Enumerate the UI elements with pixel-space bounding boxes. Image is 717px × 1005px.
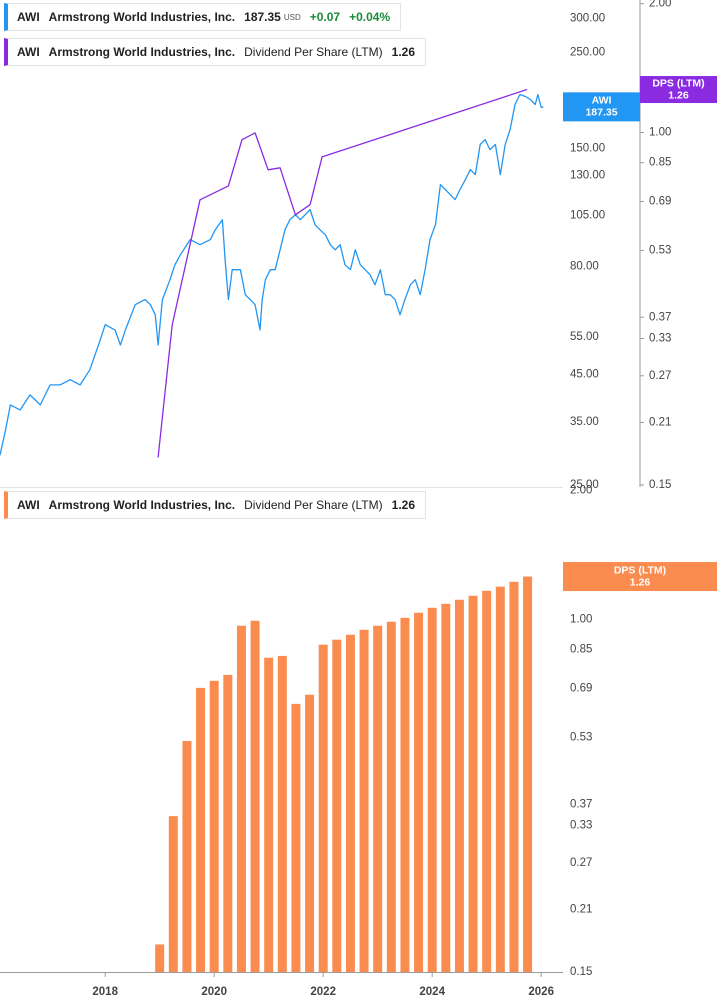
bar <box>523 576 533 972</box>
y-tick-label: 0.85 <box>649 157 671 169</box>
y-tick-label: 105.00 <box>570 210 605 222</box>
value-tag <box>640 76 717 104</box>
legend-ticker: AWI <box>17 45 40 59</box>
y-tick-label: 300.00 <box>570 12 605 24</box>
bar <box>386 621 396 972</box>
y-tick-label: 0.85 <box>570 644 592 656</box>
y-tick-label: 0.27 <box>570 857 592 869</box>
legend-value: 1.26 <box>391 498 415 512</box>
y-tick-label: 1.00 <box>570 614 592 626</box>
y-tick-label: 2.00 <box>570 485 592 497</box>
legend-change-pct: +0.04% <box>349 10 391 24</box>
bar <box>454 599 464 972</box>
legend-value: 187.35 <box>244 10 281 24</box>
value-tag-value: 1.26 <box>668 89 689 101</box>
y-tick-label: 45.00 <box>570 369 599 381</box>
bar <box>250 620 260 972</box>
bar <box>155 944 165 972</box>
y-tick-label: 0.27 <box>649 370 671 382</box>
y-tick-label: 0.33 <box>649 333 671 345</box>
y-tick-label: 0.21 <box>570 904 592 916</box>
legend-currency: USD <box>283 12 301 22</box>
bar <box>291 703 301 972</box>
value-tag <box>563 92 640 122</box>
bar <box>236 625 246 972</box>
x-tick-label: 2022 <box>310 986 336 998</box>
bar <box>373 625 383 972</box>
legend-series-name: Dividend Per Share (LTM) <box>244 45 383 59</box>
legend-change: +0.07 <box>309 10 341 24</box>
y-tick-label: 0.37 <box>570 798 592 810</box>
bar <box>223 674 233 972</box>
y-tick-label: 55.00 <box>570 331 599 343</box>
legend-series-name: Dividend Per Share (LTM) <box>244 498 383 512</box>
bar <box>196 687 206 972</box>
bar <box>359 629 369 972</box>
bar <box>400 617 410 972</box>
y-tick-label: 80.00 <box>570 261 599 273</box>
x-tick-label: 2024 <box>419 986 445 998</box>
y-tick-label: 2.00 <box>649 0 671 10</box>
y-tick-label: 0.53 <box>570 731 592 743</box>
bar <box>482 590 492 972</box>
bar <box>168 816 178 972</box>
bar <box>414 612 424 972</box>
legend: AWI Armstrong World Industries, Inc. Divid… <box>4 38 426 66</box>
series-line <box>0 93 544 456</box>
bar <box>468 595 478 972</box>
bar <box>495 586 505 972</box>
y-tick-label: 0.69 <box>570 682 592 694</box>
bar <box>209 680 219 972</box>
value-tag-label: DPS (LTM) <box>652 77 704 89</box>
legend: AWI Armstrong World Industries, Inc. 187.3… <box>4 3 402 31</box>
value-tag-label: DPS (LTM) <box>614 564 666 576</box>
y-tick-label: 250.00 <box>570 47 605 59</box>
y-tick-label: 0.33 <box>570 820 592 832</box>
bar <box>305 694 315 972</box>
y-tick-label: 35.00 <box>570 416 599 428</box>
value-tag-value: 1.26 <box>630 576 651 588</box>
value-tag-label: AWI <box>592 95 612 107</box>
y-tick-label: 150.00 <box>570 143 605 155</box>
legend-company: Armstrong World Industries, Inc. <box>48 498 236 512</box>
bar <box>182 740 192 972</box>
legend-ticker: AWI <box>17 10 40 24</box>
legend-value: 1.26 <box>391 45 415 59</box>
bar <box>345 634 355 972</box>
y-tick-label: 0.21 <box>649 417 671 429</box>
y-tick-label: 25.00 <box>570 479 599 491</box>
y-tick-label: 0.53 <box>649 244 671 256</box>
y-tick-label: 0.69 <box>649 195 671 207</box>
bar <box>318 644 328 972</box>
x-tick-label: 2026 <box>528 986 554 998</box>
y-tick-label: 130.00 <box>570 169 605 181</box>
y-tick-label: 0.15 <box>649 479 671 491</box>
value-tag <box>563 562 717 592</box>
legend: AWI Armstrong World Industries, Inc. Divid… <box>4 491 426 519</box>
bar <box>441 603 451 972</box>
y-tick-label: 0.37 <box>649 311 671 323</box>
bar <box>332 639 342 972</box>
legend-ticker: AWI <box>17 498 40 512</box>
bar <box>277 655 287 972</box>
bar <box>427 607 437 972</box>
y-tick-label: 0.15 <box>570 966 592 978</box>
value-tag-value: 187.35 <box>585 107 617 119</box>
bar <box>509 581 519 972</box>
y-tick-label: 1.00 <box>649 127 671 139</box>
x-tick-label: 2018 <box>92 986 118 998</box>
legend-company: Armstrong World Industries, Inc. <box>48 10 236 24</box>
bar <box>264 657 274 972</box>
legend-company: Armstrong World Industries, Inc. <box>48 45 236 59</box>
series-line <box>157 88 528 458</box>
x-tick-label: 2020 <box>201 986 227 998</box>
